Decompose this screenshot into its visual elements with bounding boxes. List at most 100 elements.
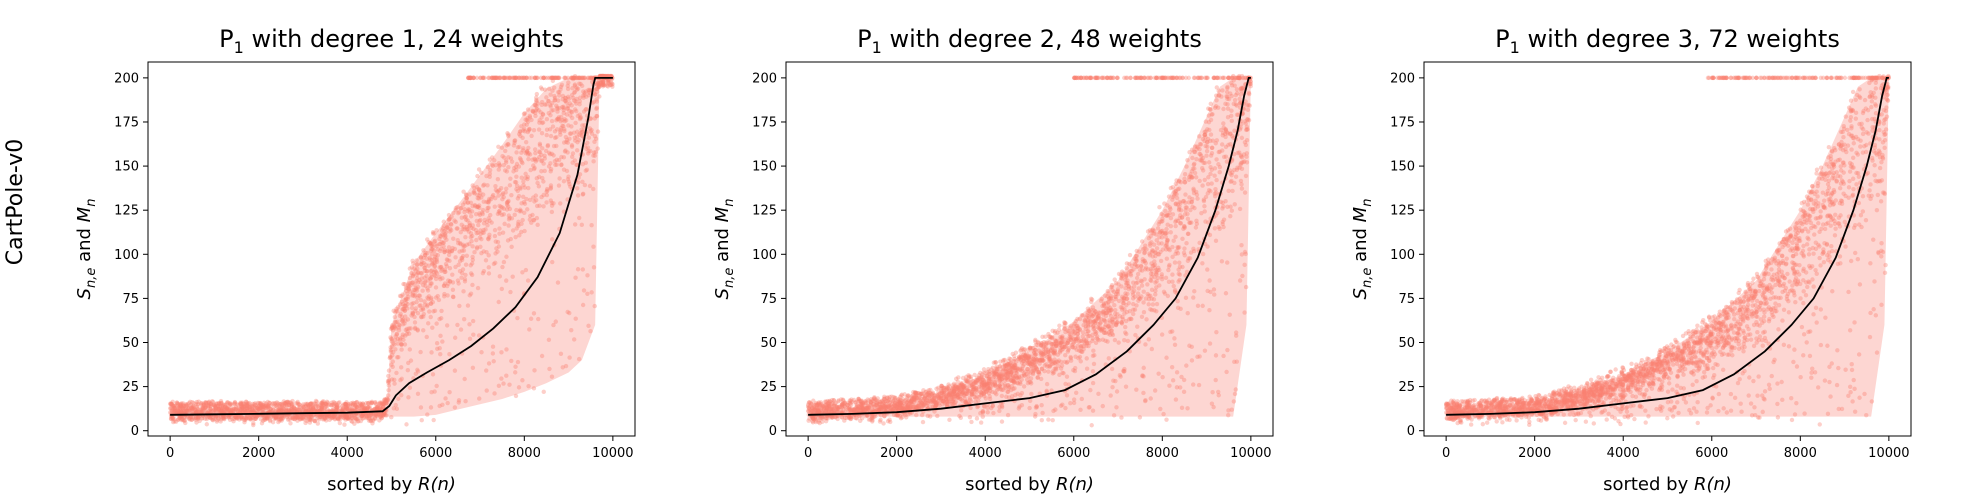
scatter-point (380, 405, 386, 410)
scatter-point (366, 413, 372, 419)
scatter-point (588, 116, 593, 121)
scatter-point (183, 402, 189, 407)
scatter-point (175, 400, 180, 406)
scatter-point (1149, 261, 1154, 266)
scatter-point (248, 404, 253, 410)
scatter-point (439, 264, 444, 270)
scatter-point (233, 407, 239, 412)
scatter-point (485, 236, 491, 241)
scatter-point (350, 419, 355, 424)
scatter-point (1244, 154, 1249, 159)
scatter-point (1134, 387, 1139, 392)
scatter-point (258, 401, 263, 406)
scatter-point (606, 80, 611, 85)
scatter-point (497, 208, 502, 213)
scatter-point (525, 174, 530, 180)
scatter-point (200, 406, 205, 411)
scatter-point (550, 237, 555, 242)
scatter-point (289, 408, 294, 414)
scatter-point (206, 403, 212, 409)
scatter-point (446, 217, 452, 223)
scatter-point (1182, 246, 1187, 251)
scatter-point (1225, 204, 1230, 210)
scatter-point (462, 243, 467, 249)
scatter-point (426, 239, 431, 245)
scatter-point (441, 219, 446, 224)
scatter-point (561, 179, 567, 184)
scatter-point (347, 408, 352, 413)
y-tick-label: 75 (122, 292, 139, 307)
scatter-point (276, 416, 282, 422)
scatter-point (421, 248, 426, 253)
scatter-point (462, 279, 468, 284)
scatter-point (238, 402, 244, 408)
scatter-point (463, 214, 468, 219)
scatter-point (169, 406, 175, 411)
scatter-point (1197, 134, 1202, 139)
scatter-point (276, 414, 282, 420)
scatter-point (331, 414, 336, 419)
scatter-point (588, 116, 593, 122)
scatter-point (548, 133, 554, 139)
scatter-point-cap (474, 75, 480, 81)
scatter-point (442, 283, 447, 288)
scatter-point (500, 205, 505, 210)
scatter-point (459, 215, 465, 220)
scatter-point (412, 282, 417, 287)
scatter-point (249, 407, 255, 412)
scatter-point (354, 404, 360, 410)
scatter-point-cap (480, 75, 486, 81)
scatter-point (227, 408, 233, 414)
row-label-container: CartPole-v0 (3, 139, 28, 265)
scatter-point (176, 405, 182, 410)
scatter-point (189, 417, 194, 422)
scatter-point (341, 402, 346, 407)
scatter-point (203, 404, 208, 410)
scatter-point (1225, 347, 1230, 353)
scatter-point (434, 244, 439, 249)
scatter-point (1131, 311, 1136, 317)
scatter-point (446, 252, 452, 258)
scatter-point (408, 326, 413, 331)
scatter-point (392, 324, 398, 329)
scatter-point (345, 406, 350, 412)
scatter-point (1244, 160, 1250, 165)
scatter-point (432, 238, 438, 244)
scatter-point (538, 85, 544, 90)
scatter-point (477, 396, 482, 401)
scatter-point (574, 148, 580, 153)
scatter-point (1212, 226, 1217, 231)
scatter-point (529, 117, 534, 123)
scatter-point (607, 82, 612, 87)
scatter-point (605, 84, 611, 89)
scatter-point (196, 416, 201, 421)
scatter-point (1172, 260, 1178, 265)
scatter-point (1119, 415, 1124, 420)
scatter-point (236, 402, 241, 408)
scatter-point (574, 162, 579, 168)
scatter-point (444, 226, 449, 231)
scatter-point (285, 408, 290, 413)
scatter-point (429, 390, 434, 395)
scatter-point (396, 322, 402, 327)
scatter-point (235, 407, 241, 412)
scatter-point (227, 401, 232, 406)
scatter-point (308, 405, 314, 410)
scatter-point (508, 236, 513, 242)
scatter-point (540, 175, 545, 181)
scatter-point-cap (555, 75, 560, 81)
scatter-point (309, 401, 314, 406)
scatter-point (193, 407, 198, 413)
scatter-point (522, 111, 527, 116)
scatter-point (403, 296, 409, 301)
scatter-point (593, 92, 598, 97)
scatter-point (523, 139, 529, 145)
scatter-point (1059, 363, 1065, 368)
scatter-point-cap (486, 75, 491, 81)
scatter-point-cap (590, 75, 595, 81)
scatter-point (587, 90, 592, 96)
scatter-point (465, 227, 470, 232)
scatter-point (503, 190, 508, 195)
scatter-point (506, 204, 511, 209)
scatter-point (221, 404, 226, 409)
